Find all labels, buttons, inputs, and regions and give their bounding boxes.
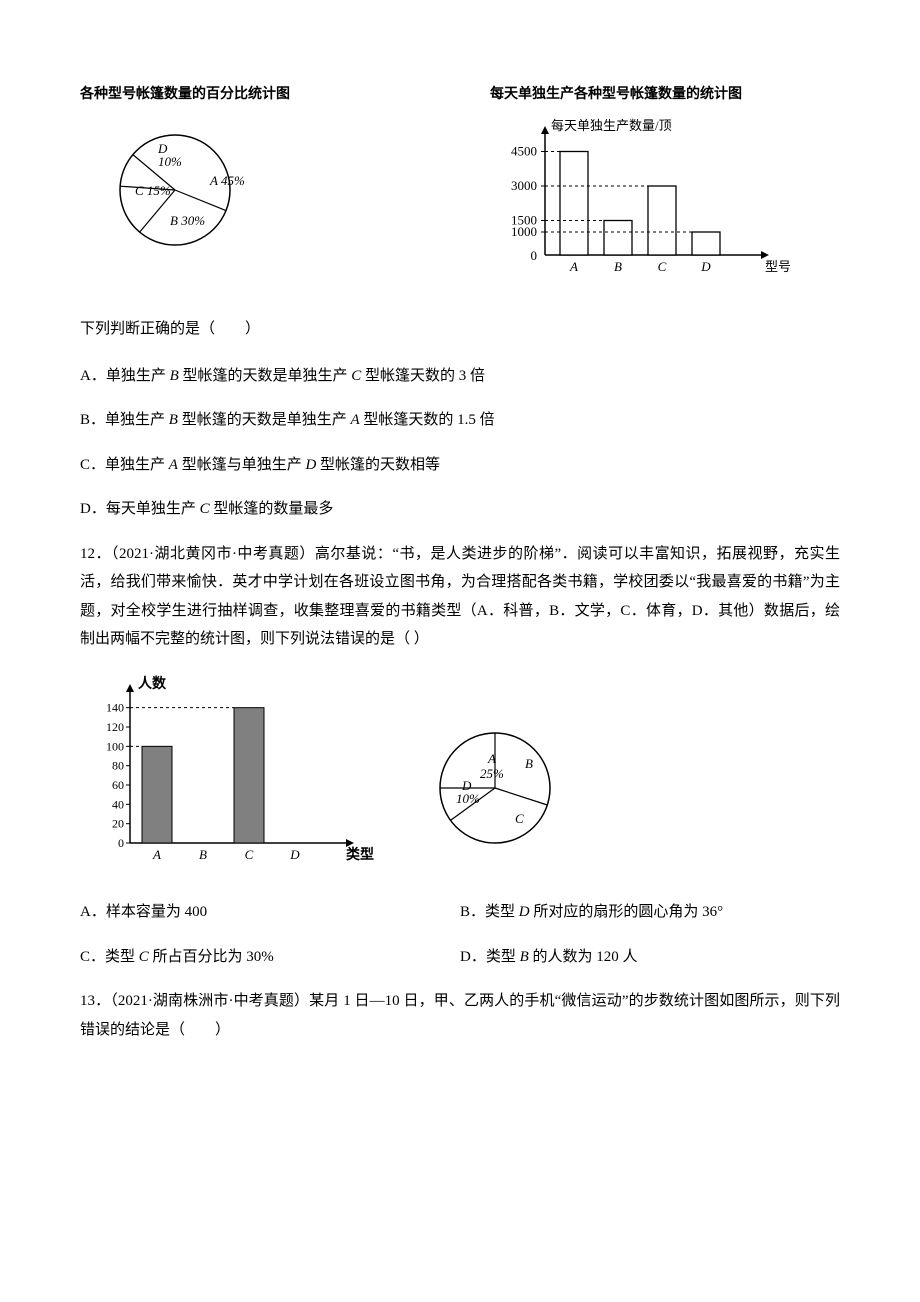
svg-text:B: B (525, 756, 533, 771)
q11-charts-row: 各种型号帐篷数量的百分比统计图 A 45% B 30% C 15% D 10% 每天单独… (80, 80, 840, 295)
svg-text:A 45%: A 45% (209, 173, 245, 188)
svg-text:D: D (700, 259, 711, 274)
svg-text:100: 100 (106, 739, 124, 753)
svg-text:C: C (515, 811, 524, 826)
q12-bar-block: 人数 0 20 40 60 80 100 120 140 A B C D 类型 (80, 668, 380, 879)
q12-pie-block: A25%BCD10% (420, 718, 580, 879)
q12-option-a: A．样本容量为 400 (80, 898, 460, 927)
q11-bar-title: 每天单独生产各种型号帐篷数量的统计图 (490, 80, 840, 107)
svg-text:C: C (245, 847, 254, 862)
svg-text:每天单独生产数量/顶: 每天单独生产数量/顶 (551, 118, 672, 133)
svg-text:A: A (487, 751, 496, 766)
svg-text:A: A (152, 847, 161, 862)
svg-text:0: 0 (118, 836, 124, 850)
svg-text:B: B (614, 259, 622, 274)
q11-option-d-text: D．每天单独生产 C 型帐篷的数量最多 (80, 501, 333, 517)
q11-pie-block: 各种型号帐篷数量的百分比统计图 A 45%B 30%C 15%D10% (80, 80, 430, 295)
svg-text:B: B (199, 847, 207, 862)
svg-text:10%: 10% (456, 791, 480, 806)
q12-options-row1: A．样本容量为 400 B．类型 D 所对应的扇形的圆心角为 36° (80, 898, 840, 927)
svg-text:D: D (289, 847, 300, 862)
svg-text:B 30%: B 30% (170, 213, 205, 228)
svg-text:类型: 类型 (346, 846, 374, 863)
q11-option-a-text: A．单独生产 B 型帐篷的天数是单独生产 C 型帐篷天数的 3 倍 (80, 368, 485, 384)
q11-stem: 下列判断正确的是（ ） (80, 315, 840, 344)
svg-text:120: 120 (106, 720, 124, 734)
svg-text:80: 80 (112, 758, 124, 772)
q13-stem: 13．（2021·湖南株洲市·中考真题）某月 1 日—10 日，甲、乙两人的手机… (80, 987, 840, 1044)
q11-option-b-text: B．单独生产 B 型帐篷的天数是单独生产 A 型帐篷天数的 1.5 倍 (80, 412, 495, 428)
q12-charts-row: 人数020406080100120140ABCD类型 A25%BCD10% (80, 668, 840, 879)
svg-text:40: 40 (112, 797, 124, 811)
svg-text:C 15%: C 15% (135, 183, 171, 198)
q12-option-d: D．类型 B 的人数为 120 人 (460, 943, 840, 972)
q12-option-b: B．类型 D 所对应的扇形的圆心角为 36° (460, 898, 840, 927)
svg-text:4500: 4500 (511, 143, 537, 158)
svg-text:10%: 10% (158, 154, 182, 169)
q12-option-c: C．类型 C 所占百分比为 30% (80, 943, 460, 972)
q12-stem: 12．（2021·湖北黄冈市·中考真题）高尔基说：“书，是人类进步的阶梯”．阅读… (80, 540, 840, 654)
q12-options-row2: C．类型 C 所占百分比为 30% D．类型 B 的人数为 120 人 (80, 943, 840, 972)
q11-option-c-text: C．单独生产 A 型帐篷与单独生产 D 型帐篷的天数相等 (80, 457, 440, 473)
q12-bar-svg: 人数 0 20 40 60 80 100 120 140 A B C D 类型 (80, 668, 380, 868)
svg-text:C: C (658, 259, 667, 274)
svg-text:20: 20 (112, 816, 124, 830)
q12-pie-svg: A25%BCD10% (420, 718, 580, 868)
q11-option-b: B．单独生产 B 型帐篷的天数是单独生产 A 型帐篷天数的 1.5 倍 (80, 406, 840, 435)
q11-bar-svg: 每天单独生产数量/顶10001500300045000ABCD型号 (490, 115, 790, 285)
q11-option-d: D．每天单独生产 C 型帐篷的数量最多 (80, 495, 840, 524)
q11-option-c: C．单独生产 A 型帐篷与单独生产 D 型帐篷的天数相等 (80, 451, 840, 480)
svg-text:0: 0 (531, 248, 538, 263)
svg-text:型号: 型号 (765, 259, 790, 274)
q11-bar-block: 每天单独生产各种型号帐篷数量的统计图 每天单独生产数量/顶10001500300… (490, 80, 840, 295)
q11-pie-svg: A 45%B 30%C 15%D10% (80, 115, 280, 275)
svg-text:人数: 人数 (138, 675, 167, 692)
svg-text:140: 140 (106, 700, 124, 714)
svg-text:60: 60 (112, 778, 124, 792)
q11-pie-title: 各种型号帐篷数量的百分比统计图 (80, 80, 430, 107)
svg-text:A: A (569, 259, 578, 274)
q11-option-a: A．单独生产 B 型帐篷的天数是单独生产 C 型帐篷天数的 3 倍 (80, 362, 840, 391)
svg-text:25%: 25% (480, 766, 504, 781)
svg-text:1500: 1500 (511, 212, 537, 227)
svg-text:3000: 3000 (511, 178, 537, 193)
